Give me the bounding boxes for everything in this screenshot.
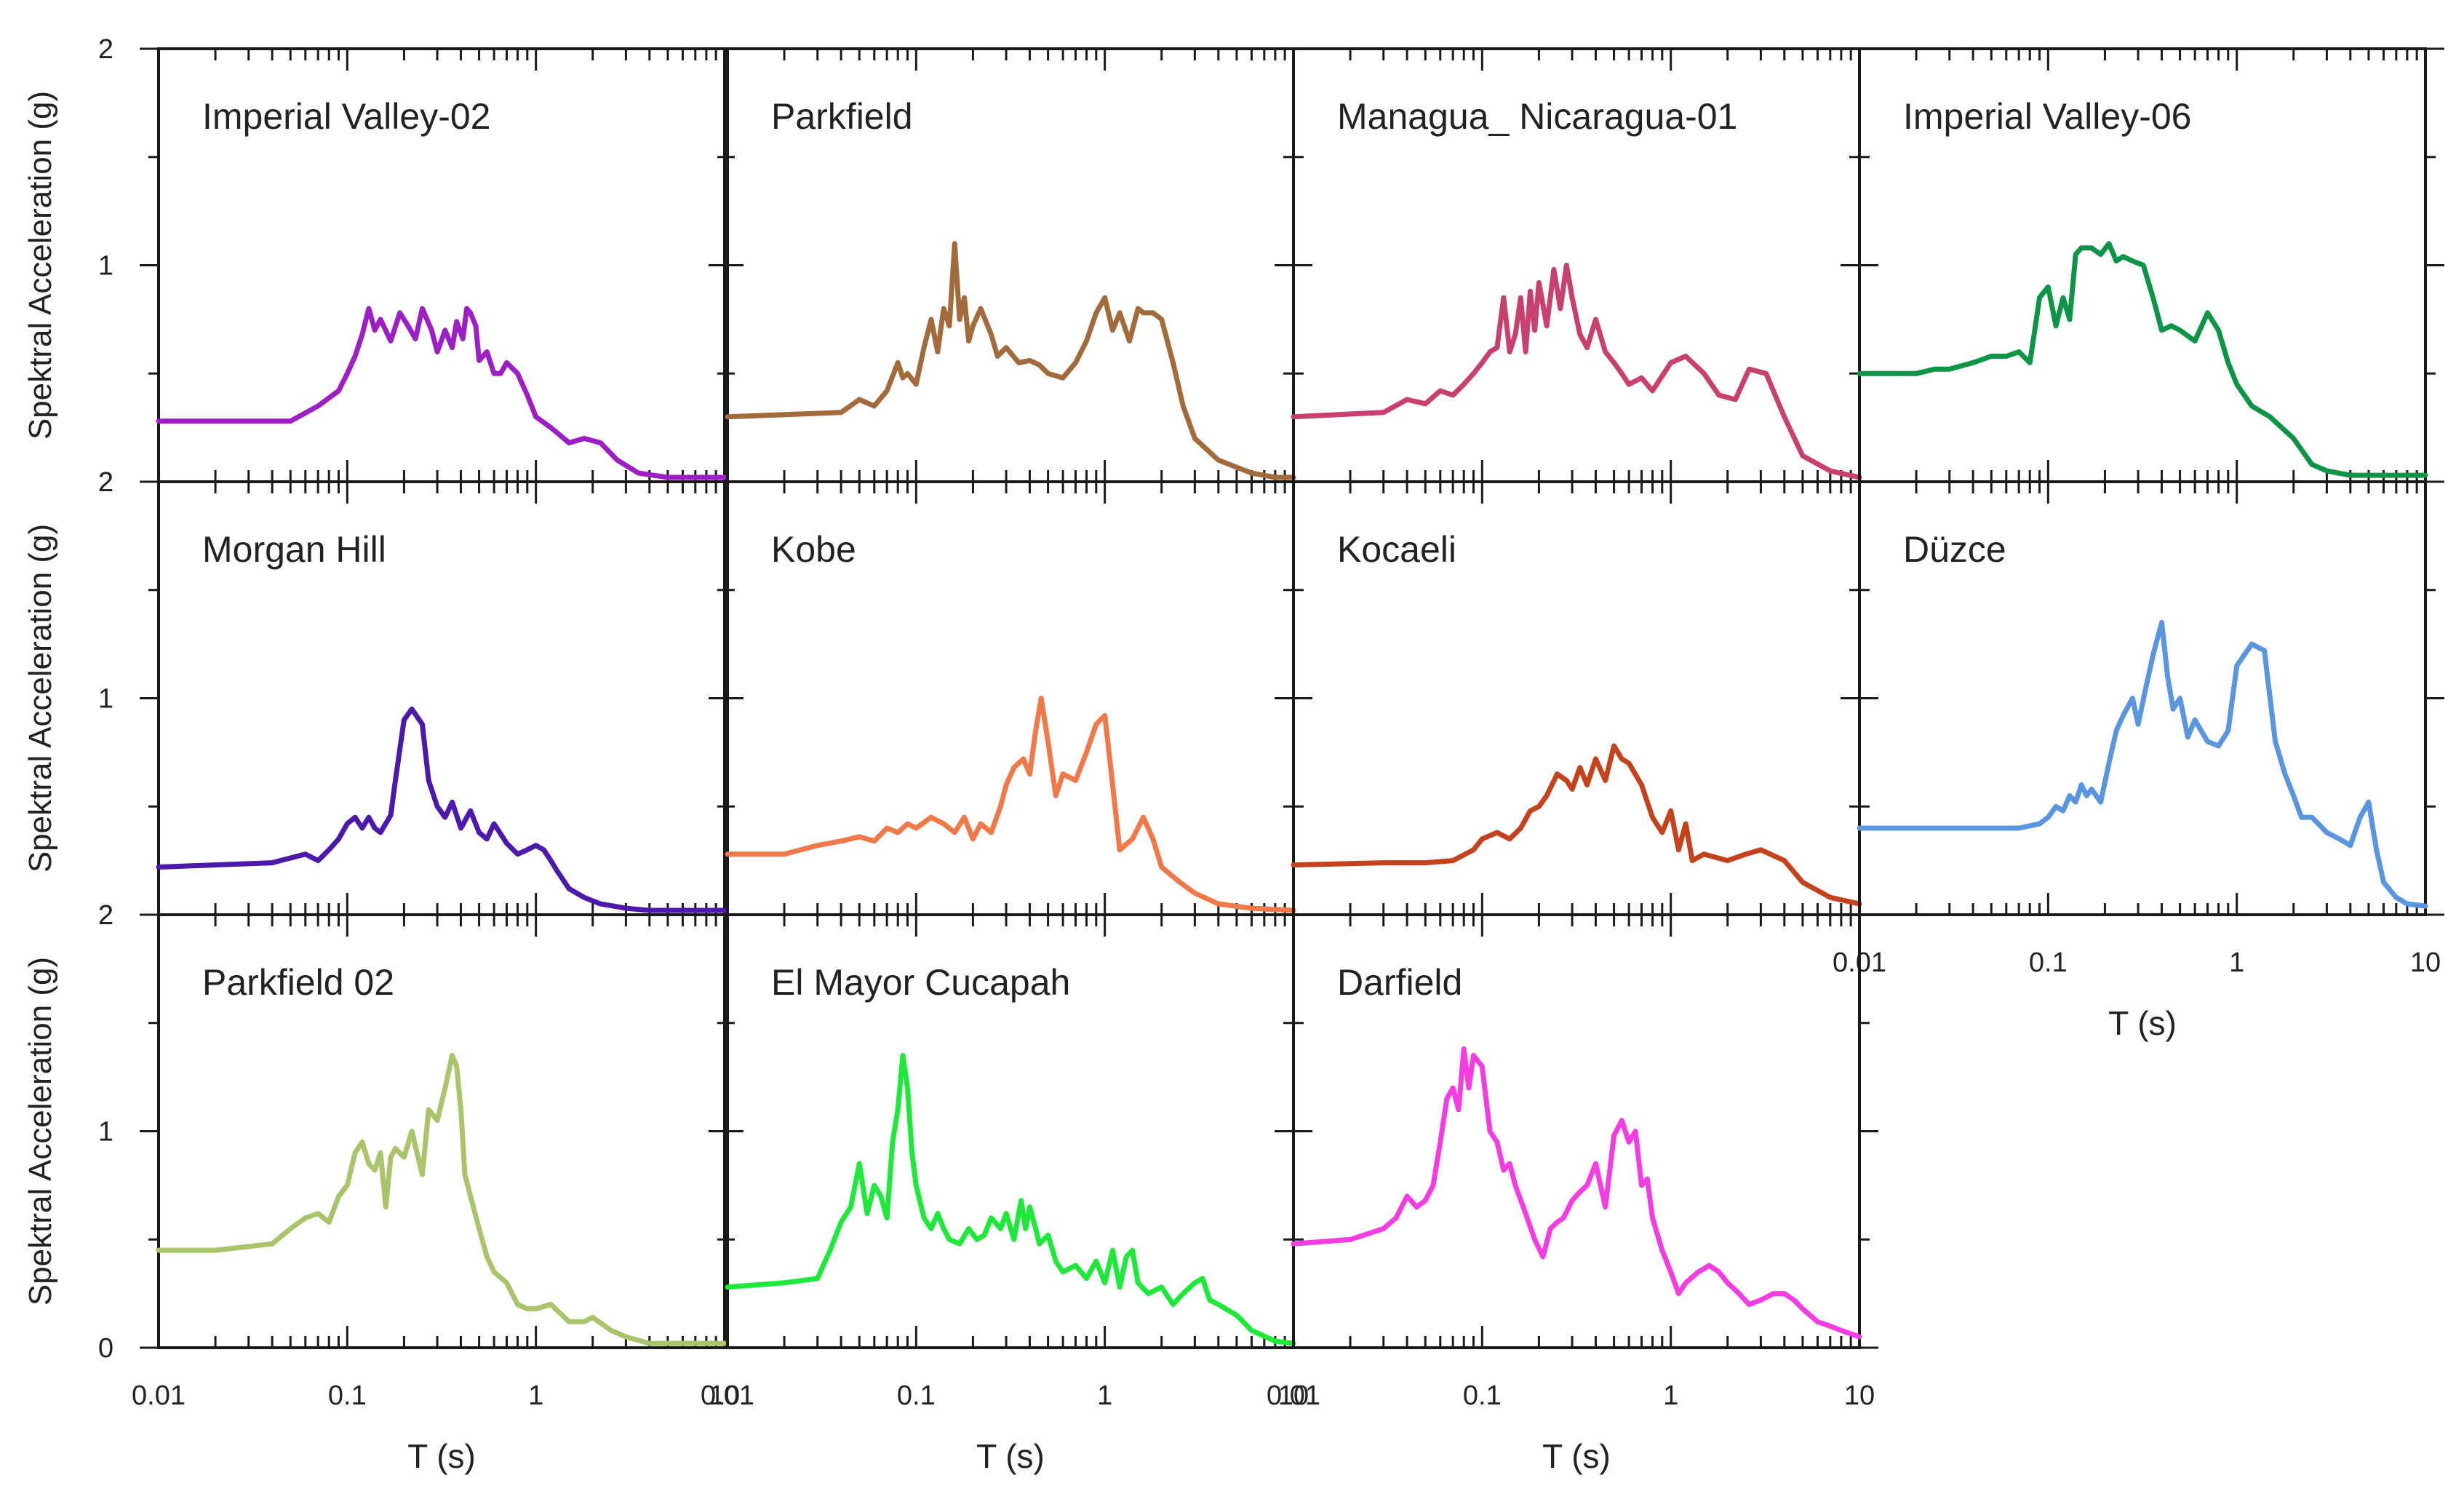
series-line	[725, 1052, 1296, 1346]
panel-2: Parkfield	[709, 47, 1312, 483]
y-axis-title: Spektral Acceleration (g)	[23, 957, 58, 1306]
x-tick-label: 0.01	[132, 1380, 186, 1411]
y-tick-label: 0	[98, 1333, 113, 1364]
panel-title: Kobe	[771, 529, 856, 570]
x-tick-label: 0.1	[328, 1380, 367, 1411]
x-tick-label: 1	[1097, 1380, 1112, 1411]
y-axis-title: Spektral Acceleration (g)	[23, 524, 58, 873]
series-line	[156, 706, 727, 913]
panel-6: Kobe	[709, 480, 1312, 916]
x-axis-title: T (s)	[1542, 1437, 1611, 1475]
panel-title: Managua_ Nicaragua-01	[1337, 96, 1737, 137]
panel-1: Imperial Valley-02 2 1 2 Spektral Accelerati…	[23, 34, 743, 498]
x-tick-label: 0.1	[1463, 1380, 1502, 1411]
y-tick-label: 1	[98, 684, 113, 715]
series-line	[1291, 743, 1862, 907]
panel-title: Parkfield 02	[202, 962, 394, 1003]
panel-7: Kocaeli	[1275, 480, 1878, 916]
series-line	[1857, 619, 2428, 909]
panel-3: Managua_ Nicaragua-01	[1275, 47, 1878, 483]
x-tick-label: 10	[1278, 1380, 1309, 1411]
x-axis-title: T (s)	[2108, 1004, 2177, 1042]
x-tick-label: 1	[528, 1380, 543, 1411]
panel-title: Morgan Hill	[202, 529, 386, 570]
series-line	[725, 696, 1296, 913]
series-line	[156, 1052, 727, 1346]
y-tick-label: 2	[98, 467, 113, 498]
series-line	[725, 241, 1296, 480]
series-line	[1857, 241, 2428, 478]
y-tick-label: 2	[98, 900, 113, 931]
y-tick-label: 1	[98, 251, 113, 282]
x-tick-label: 0.1	[897, 1380, 936, 1411]
panel-title: Düzce	[1903, 529, 2006, 570]
x-tick-label: 10	[1844, 1380, 1875, 1411]
panel-11: Darfield 0.01 0.1 1 10 T (s)	[1267, 913, 1878, 1475]
panel-title: Imperial Valley-06	[1903, 96, 2191, 137]
panel-title: Darfield	[1337, 962, 1462, 1003]
x-tick-label: 10	[2410, 947, 2441, 978]
y-tick-label: 1	[98, 1117, 113, 1148]
x-tick-label: 0.01	[701, 1380, 754, 1411]
y-tick-label: 2	[98, 900, 113, 931]
y-tick-label: 2	[98, 34, 113, 65]
x-axis-title: T (s)	[976, 1437, 1045, 1475]
panel-4: Imperial Valley-06	[1841, 47, 2444, 483]
x-tick-label: 0.1	[2029, 947, 2068, 978]
panel-title: Parkfield	[771, 96, 913, 137]
panel-5: Morgan Hill 2 1 2 Spektral Acceleration (g)	[23, 467, 743, 931]
x-axis-title: T (s)	[407, 1437, 476, 1475]
panel-title: Imperial Valley-02	[202, 96, 490, 137]
panel-title: El Mayor Cucapah	[771, 962, 1070, 1003]
x-tick-label: 10	[709, 1380, 740, 1411]
y-axis-title: Spektral Acceleration (g)	[23, 91, 58, 440]
series-line	[1291, 263, 1862, 480]
panel-10: El Mayor Cucapah 0.01 0.1 1 10 T (s)	[701, 913, 1312, 1475]
x-tick-label: 1	[1663, 1380, 1678, 1411]
panel-title: Kocaeli	[1337, 529, 1456, 570]
series-line	[1291, 1046, 1862, 1340]
y-tick-label: 2	[98, 467, 113, 498]
x-tick-label: 0.01	[1267, 1380, 1320, 1411]
series-line	[156, 306, 727, 480]
x-tick-label: 1	[2229, 947, 2244, 978]
